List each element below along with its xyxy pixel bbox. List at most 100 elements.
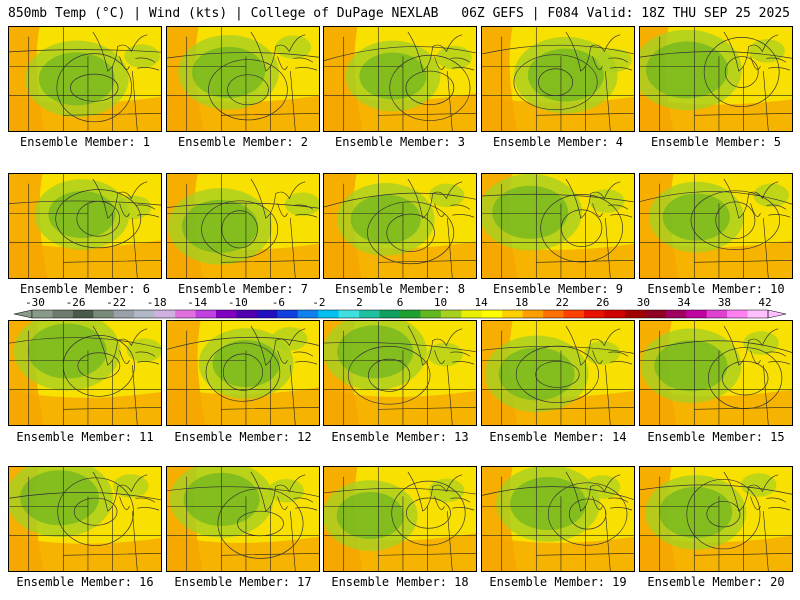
colorbar-segment — [72, 310, 94, 318]
ensemble-map-13 — [323, 320, 477, 426]
colorbar-segment — [379, 310, 401, 318]
ensemble-map-14 — [481, 320, 635, 426]
ensemble-member-label: Ensemble Member: 12 — [174, 430, 312, 444]
colorbar-segment — [236, 310, 258, 318]
colorbar-segment — [297, 310, 319, 318]
colorbar-segment — [686, 310, 707, 318]
colorbar-segment — [277, 310, 299, 318]
valid-time: 06Z GEFS | F084 Valid: 18Z THU SEP 25 20… — [461, 6, 790, 21]
colorbar-segment — [154, 310, 176, 318]
ensemble-map-7 — [166, 173, 320, 279]
ensemble-map-17 — [166, 466, 320, 572]
colorbar-segment — [32, 310, 53, 318]
colorbar-segment — [216, 310, 237, 318]
colorbar-segment — [400, 310, 421, 318]
ensemble-map-12 — [166, 320, 320, 426]
colorbar-segment — [420, 310, 442, 318]
colorbar-segment — [522, 310, 544, 318]
colorbar-segment — [93, 310, 115, 318]
colorbar-segment — [440, 310, 462, 318]
colorbar-tick-label: -14 — [187, 296, 208, 309]
colorbar-segment — [318, 310, 339, 318]
colorbar-segment — [543, 310, 564, 318]
colorbar-segment — [645, 310, 667, 318]
colorbar-tick-label: 14 — [474, 296, 488, 309]
colorbar-segment — [461, 310, 483, 318]
colorbar-segment — [727, 310, 748, 318]
colorbar-tick-label: 34 — [677, 296, 691, 309]
colorbar-segment — [624, 310, 646, 318]
ensemble-map-10 — [639, 173, 793, 279]
ensemble-map-19 — [481, 466, 635, 572]
colorbar-tick-label: 18 — [515, 296, 529, 309]
ensemble-member-label: Ensemble Member: 1 — [19, 135, 151, 149]
ensemble-member-label: Ensemble Member: 10 — [647, 282, 785, 296]
colorbar-segment — [52, 310, 74, 318]
colorbar-segment — [195, 310, 217, 318]
ensemble-map-15 — [639, 320, 793, 426]
ensemble-member-label: Ensemble Member: 3 — [334, 135, 466, 149]
colorbar-tick-label: 38 — [717, 296, 732, 309]
colorbar-tick-label: 30 — [636, 296, 650, 309]
colorbar-segment — [256, 310, 278, 318]
ensemble-member-label: Ensemble Member: 13 — [331, 430, 469, 444]
colorbar-tick-label: -18 — [146, 296, 167, 309]
colorbar-segment — [747, 310, 769, 318]
colorbar-tick-label: -6 — [271, 296, 285, 309]
ensemble-member-label: Ensemble Member: 9 — [492, 282, 624, 296]
colorbar-max-arrow — [767, 309, 787, 319]
ensemble-map-3 — [323, 26, 477, 132]
ensemble-member-label: Ensemble Member: 6 — [19, 282, 151, 296]
colorbar-tick-label: 42 — [758, 296, 772, 309]
colorbar-segment — [134, 310, 155, 318]
colorbar-tick-label: 2 — [356, 296, 363, 309]
ensemble-map-9 — [481, 173, 635, 279]
ensemble-map-4 — [481, 26, 635, 132]
colorbar-segment — [338, 310, 360, 318]
ensemble-member-label: Ensemble Member: 15 — [647, 430, 785, 444]
ensemble-map-6 — [8, 173, 162, 279]
ensemble-member-label: Ensemble Member: 19 — [489, 575, 627, 589]
colorbar-segment — [563, 310, 585, 318]
colorbar-tick-label: -26 — [65, 296, 86, 309]
colorbar-segment — [113, 310, 135, 318]
colorbar-segment — [706, 310, 728, 318]
ensemble-map-1 — [8, 26, 162, 132]
colorbar-segment — [665, 310, 687, 318]
temperature-colorbar — [13, 309, 787, 319]
ensemble-member-label: Ensemble Member: 16 — [16, 575, 154, 589]
ensemble-map-2 — [166, 26, 320, 132]
colorbar-tick-label: 10 — [433, 296, 448, 309]
colorbar-min-arrow — [13, 309, 33, 319]
colorbar-tick-label: -2 — [312, 296, 326, 309]
ensemble-member-label: Ensemble Member: 7 — [177, 282, 309, 296]
colorbar-tick-label: 6 — [396, 296, 404, 309]
colorbar-segment — [175, 310, 196, 318]
ensemble-map-8 — [323, 173, 477, 279]
ensemble-map-11 — [8, 320, 162, 426]
colorbar-segment — [481, 310, 503, 318]
ensemble-member-label: Ensemble Member: 14 — [489, 430, 627, 444]
colorbar-segment — [502, 310, 523, 318]
map-title: 850mb Temp (°C) | Wind (kts) | College o… — [8, 6, 439, 21]
ensemble-member-label: Ensemble Member: 8 — [334, 282, 466, 296]
colorbar-segment — [584, 310, 605, 318]
colorbar-tick-label: -22 — [106, 296, 127, 309]
ensemble-map-16 — [8, 466, 162, 572]
colorbar-segment — [604, 310, 626, 318]
ensemble-member-label: Ensemble Member: 11 — [16, 430, 154, 444]
colorbar-tick-label: -10 — [227, 296, 248, 309]
ensemble-map-5 — [639, 26, 793, 132]
colorbar-tick-label: -30 — [25, 296, 45, 309]
ensemble-map-18 — [323, 466, 477, 572]
ensemble-member-label: Ensemble Member: 20 — [647, 575, 785, 589]
colorbar-segment — [359, 310, 380, 318]
ensemble-member-label: Ensemble Member: 18 — [331, 575, 469, 589]
ensemble-member-label: Ensemble Member: 2 — [177, 135, 309, 149]
colorbar-tick-label: 22 — [555, 296, 569, 309]
ensemble-member-label: Ensemble Member: 17 — [174, 575, 312, 589]
colorbar-tick-label: 26 — [596, 296, 610, 309]
ensemble-member-label: Ensemble Member: 5 — [650, 135, 782, 149]
ensemble-member-label: Ensemble Member: 4 — [492, 135, 624, 149]
ensemble-map-20 — [639, 466, 793, 572]
